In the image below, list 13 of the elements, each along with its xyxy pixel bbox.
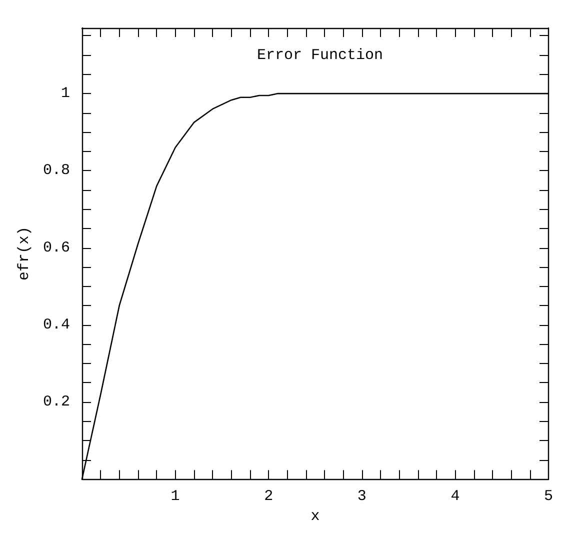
x-tick-label: 2	[264, 488, 274, 506]
x-tick-label: 5	[544, 488, 554, 506]
y-axis-title: efr(x)	[16, 226, 33, 281]
y-tick-label: 0.6	[42, 239, 70, 256]
x-tick-label: 1	[170, 488, 180, 506]
x-tick-label: 4	[450, 488, 460, 506]
y-tick-label: 0.8	[42, 162, 70, 180]
x-tick-label: 3	[357, 488, 366, 506]
y-tick-label: 1	[60, 85, 70, 102]
y-tick-label: 0.2	[42, 393, 70, 410]
text: Error Function	[256, 47, 384, 64]
x-axis-title: x	[310, 508, 320, 525]
y-tick-label: 0.4	[42, 316, 70, 334]
